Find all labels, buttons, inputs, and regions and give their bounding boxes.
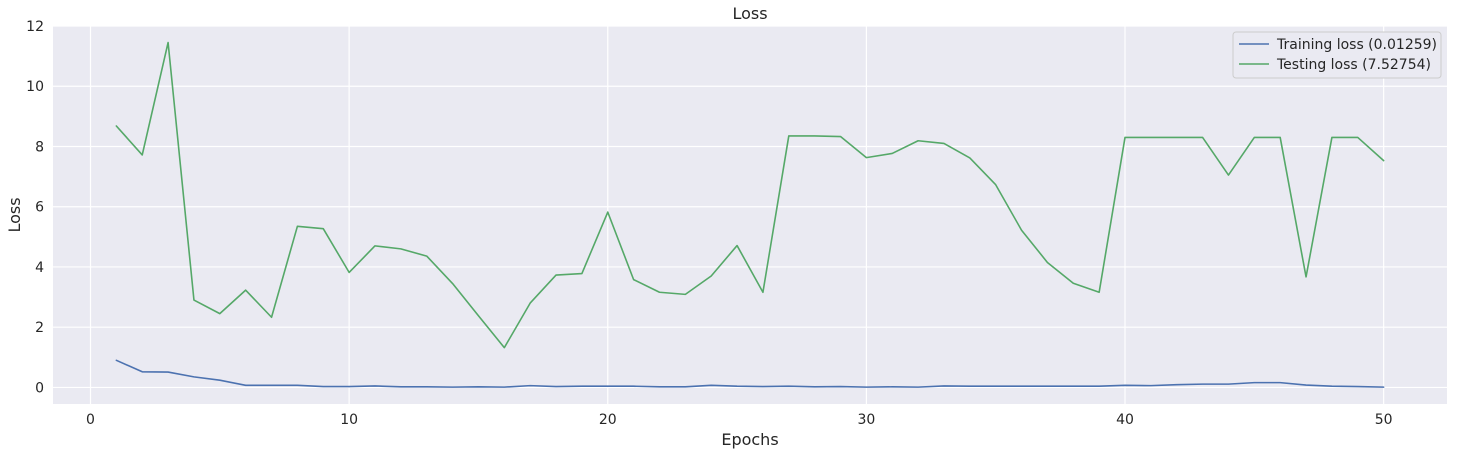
y-tick-label: 12 (26, 19, 44, 35)
x-tick-label: 40 (1116, 412, 1134, 428)
y-tick-label: 4 (35, 260, 44, 276)
y-tick-label: 0 (35, 380, 44, 396)
legend-label-training: Training loss (0.01259) (1276, 37, 1437, 53)
legend-box (1232, 31, 1442, 79)
chart-title: Loss (732, 4, 767, 23)
plot-area (53, 26, 1447, 404)
series-lines (115, 41, 1385, 388)
x-tick-label: 50 (1375, 412, 1393, 428)
x-tick-label: 20 (599, 412, 617, 428)
y-tick-label: 6 (35, 200, 44, 216)
x-axis-ticks: 0 10 20 30 40 50 (86, 412, 1393, 428)
x-axis-label: Epochs (721, 430, 778, 449)
gridlines (53, 25, 1447, 404)
series-line-testing-loss (115, 41, 1385, 349)
legend-label-testing: Testing loss (7.52754) (1276, 57, 1431, 73)
y-axis-label: Loss (5, 197, 24, 232)
y-tick-label: 8 (35, 139, 44, 155)
legend: Training loss (0.01259) Testing loss (7.… (1232, 31, 1442, 79)
x-tick-label: 10 (340, 412, 358, 428)
series-line-training-loss (115, 359, 1385, 388)
y-axis-ticks: 0 2 4 6 8 10 12 (26, 19, 44, 396)
y-tick-label: 10 (26, 79, 44, 95)
y-tick-label: 2 (35, 320, 44, 336)
x-tick-label: 0 (86, 412, 95, 428)
x-tick-label: 30 (857, 412, 875, 428)
